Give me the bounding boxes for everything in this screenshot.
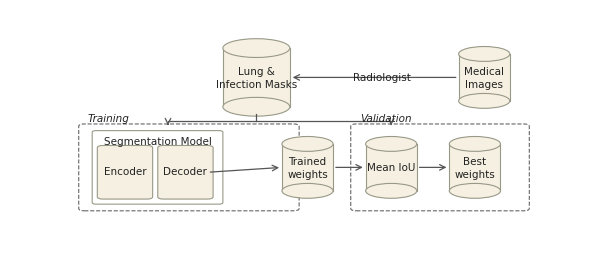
Text: Validation: Validation (360, 114, 412, 124)
Ellipse shape (449, 183, 500, 198)
Polygon shape (365, 144, 417, 191)
FancyBboxPatch shape (92, 131, 223, 204)
Text: Training: Training (88, 114, 130, 124)
Text: Trained
weights: Trained weights (287, 156, 328, 180)
Ellipse shape (223, 97, 290, 116)
Text: Medical
Images: Medical Images (464, 67, 504, 90)
Ellipse shape (458, 46, 510, 61)
Text: Mean IoU: Mean IoU (367, 163, 415, 173)
Ellipse shape (365, 183, 417, 198)
Polygon shape (282, 144, 333, 191)
Text: Encoder: Encoder (104, 167, 146, 177)
Ellipse shape (282, 136, 333, 151)
Text: Segmentation Model: Segmentation Model (104, 137, 211, 147)
Ellipse shape (223, 39, 290, 57)
Ellipse shape (365, 136, 417, 151)
FancyBboxPatch shape (97, 146, 152, 199)
Ellipse shape (458, 93, 510, 108)
Ellipse shape (282, 183, 333, 198)
Polygon shape (223, 48, 290, 107)
FancyBboxPatch shape (158, 146, 213, 199)
Text: Decoder: Decoder (163, 167, 208, 177)
Text: Radiologist: Radiologist (353, 73, 411, 83)
Polygon shape (458, 54, 510, 101)
Text: Lung &
Infection Masks: Lung & Infection Masks (216, 67, 297, 90)
Polygon shape (449, 144, 500, 191)
Ellipse shape (449, 136, 500, 151)
Text: Best
weights: Best weights (455, 156, 495, 180)
